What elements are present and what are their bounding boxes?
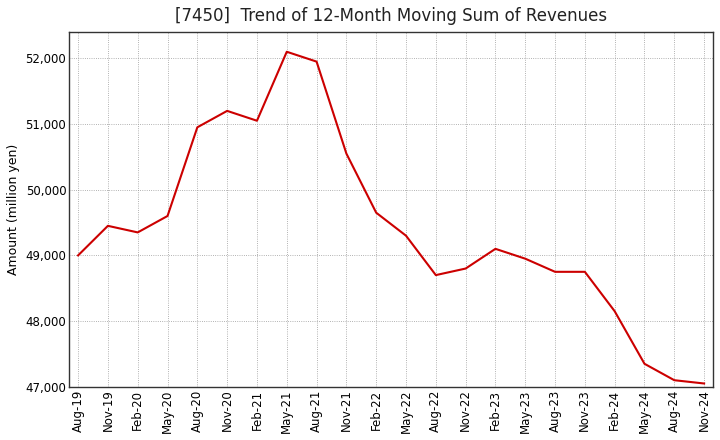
- Y-axis label: Amount (million yen): Amount (million yen): [7, 144, 20, 275]
- Title: [7450]  Trend of 12-Month Moving Sum of Revenues: [7450] Trend of 12-Month Moving Sum of R…: [175, 7, 607, 25]
